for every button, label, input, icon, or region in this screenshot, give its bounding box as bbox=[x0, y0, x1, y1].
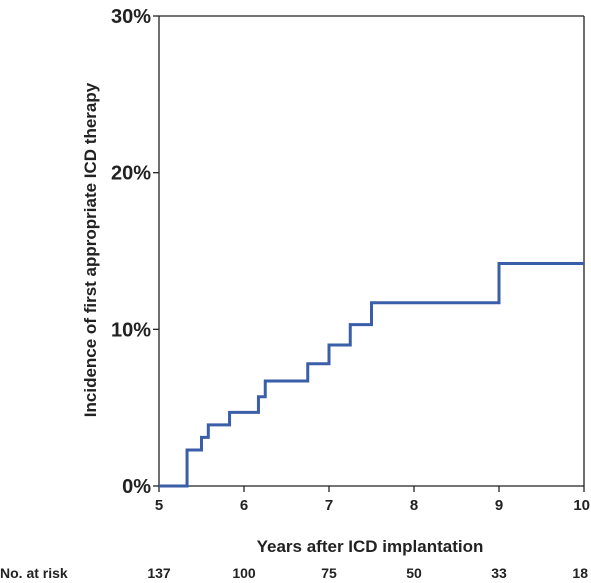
x-tick-label: 8 bbox=[410, 497, 418, 514]
y-tick-label: 20% bbox=[111, 163, 151, 185]
risk-count: 75 bbox=[321, 565, 337, 581]
incidence-step-line bbox=[159, 262, 584, 488]
y-tick-label: 0% bbox=[122, 476, 151, 498]
x-tick-label: 5 bbox=[155, 497, 163, 514]
y-tick-label: 30% bbox=[111, 6, 151, 28]
x-tick-label: 7 bbox=[325, 497, 333, 514]
x-tick-label: 9 bbox=[495, 497, 503, 514]
risk-count: 137 bbox=[147, 565, 171, 581]
risk-table-label: No. at risk bbox=[0, 565, 68, 581]
y-axis-title: Incidence of first appropriate ICD thera… bbox=[81, 82, 100, 417]
y-axis: 0% 10% 20% 30% bbox=[111, 6, 159, 498]
plot-frame bbox=[158, 15, 585, 487]
x-tick-label: 10 bbox=[573, 497, 590, 514]
risk-table-values: 137 100 75 50 33 18 bbox=[147, 565, 588, 581]
x-tick-label: 6 bbox=[240, 497, 248, 514]
x-axis-title: Years after ICD implantation bbox=[257, 537, 484, 556]
y-tick-label: 10% bbox=[111, 319, 151, 341]
x-axis: 5 6 7 8 9 10 bbox=[155, 486, 590, 514]
risk-count: 50 bbox=[406, 565, 422, 581]
risk-count: 18 bbox=[572, 565, 588, 581]
risk-count: 33 bbox=[491, 565, 507, 581]
risk-count: 100 bbox=[232, 565, 256, 581]
